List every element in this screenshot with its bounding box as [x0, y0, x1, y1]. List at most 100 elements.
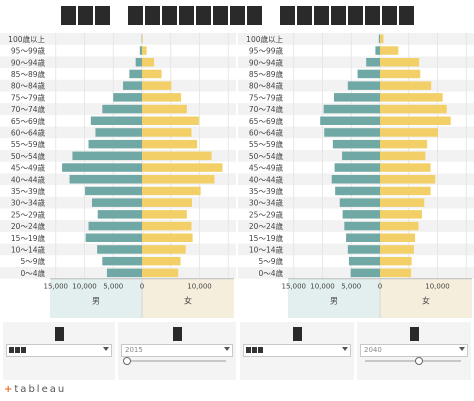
age-label: 30～34歳: [249, 198, 284, 208]
male-bar: [324, 128, 380, 137]
title-glyph: [398, 5, 414, 25]
slider-thumb[interactable]: [414, 357, 423, 365]
slider-thumb[interactable]: [123, 357, 131, 365]
female-bar: [142, 46, 147, 55]
male-bar: [113, 93, 142, 102]
year-select-value: 2040: [364, 346, 382, 354]
title-glyph-group: [279, 5, 414, 25]
female-bar: [380, 233, 416, 242]
year-slider-right[interactable]: [365, 360, 461, 362]
age-label: 20～24歳: [249, 221, 284, 231]
title-glyph: [347, 5, 363, 25]
year-control-left: 2015: [118, 322, 236, 380]
age-label: 40～44歳: [11, 174, 46, 184]
male-bar: [85, 186, 142, 196]
female-bar: [380, 221, 419, 231]
age-label: 65～69歳: [11, 116, 46, 126]
x-tick-label: 10,000: [425, 283, 450, 291]
male-bar: [347, 245, 380, 254]
male-axis-bg: [288, 278, 380, 318]
female-bar: [380, 46, 399, 55]
age-label: 55～59歳: [249, 139, 284, 149]
age-label: 10～14歳: [249, 244, 284, 254]
chevron-down-icon: [103, 347, 109, 351]
male-bar: [323, 104, 380, 114]
male-bar: [62, 163, 143, 172]
title-glyph: [381, 5, 397, 25]
female-bar: [142, 34, 143, 44]
male-bar: [72, 151, 142, 161]
age-label: 70～74歳: [11, 104, 46, 114]
title-glyph: [212, 5, 228, 25]
female-bar: [380, 151, 426, 161]
prefecture-select-right[interactable]: [243, 344, 351, 357]
female-bar: [380, 268, 412, 278]
x-tick-label: 5,000: [103, 283, 123, 291]
age-label: 55～59歳: [11, 139, 46, 149]
male-bar: [97, 210, 142, 219]
year-select-right[interactable]: 2040: [360, 344, 468, 357]
male-bar: [135, 58, 142, 67]
x-tick-label: 10,000: [187, 283, 212, 291]
age-label: 100歳以上: [246, 34, 283, 44]
chevron-down-icon: [459, 347, 465, 351]
male-bar: [102, 104, 142, 114]
female-bar: [380, 210, 422, 219]
female-bar: [142, 221, 192, 231]
age-label: 0～4歳: [20, 268, 45, 278]
x-tick-label: 15,000: [44, 283, 69, 291]
male-bar: [375, 46, 380, 55]
year-select-left[interactable]: 2015: [121, 344, 233, 357]
title-glyph: [60, 5, 76, 25]
male-bar: [344, 221, 380, 231]
female-bar: [380, 186, 431, 196]
female-bar: [380, 175, 436, 184]
female-bar: [380, 128, 439, 137]
male-bar: [102, 256, 142, 266]
prefecture-select[interactable]: [6, 344, 112, 357]
female-bar: [142, 116, 199, 125]
row-band: [0, 79, 236, 92]
female-bar: [380, 104, 447, 114]
title-glyph: [178, 5, 194, 25]
row-band: [238, 33, 474, 45]
female-bar: [142, 256, 181, 266]
age-label: 60～64歳: [249, 127, 284, 137]
female-bar: [142, 233, 193, 242]
male-bar: [97, 245, 142, 254]
age-label: 40～44歳: [249, 174, 284, 184]
female-bar: [142, 175, 215, 184]
male-bar: [139, 46, 142, 55]
age-label: 20～24歳: [11, 221, 46, 231]
page-title: [0, 0, 474, 30]
female-axis-label: 女: [422, 296, 430, 306]
tableau-logo[interactable]: +tableau: [4, 384, 66, 395]
female-axis-bg: [142, 278, 234, 318]
male-bar: [95, 128, 142, 137]
male-bar: [129, 69, 142, 79]
age-label: 45～49歳: [11, 163, 46, 173]
male-bar: [348, 256, 380, 266]
age-label: 5～9歳: [258, 256, 283, 266]
year-slider-left[interactable]: [126, 360, 226, 362]
male-bar: [332, 139, 380, 149]
female-bar: [142, 210, 187, 219]
title-glyph: [229, 5, 245, 25]
male-bar: [342, 210, 380, 219]
chevron-down-icon: [224, 347, 230, 351]
age-label: 85～89歳: [11, 69, 46, 79]
age-label: 50～54歳: [249, 151, 284, 161]
age-label: 50～54歳: [11, 151, 46, 161]
female-bar: [142, 139, 198, 149]
title-glyph: [296, 5, 312, 25]
female-bar: [380, 198, 425, 207]
x-tick-label: 10,000: [310, 283, 335, 291]
male-axis-bg: [50, 278, 142, 318]
title-glyph: [279, 5, 295, 25]
title-glyph: [77, 5, 93, 25]
male-axis-label: 男: [92, 297, 100, 306]
female-bar: [380, 256, 412, 266]
filter-title-glyph: [409, 327, 419, 341]
